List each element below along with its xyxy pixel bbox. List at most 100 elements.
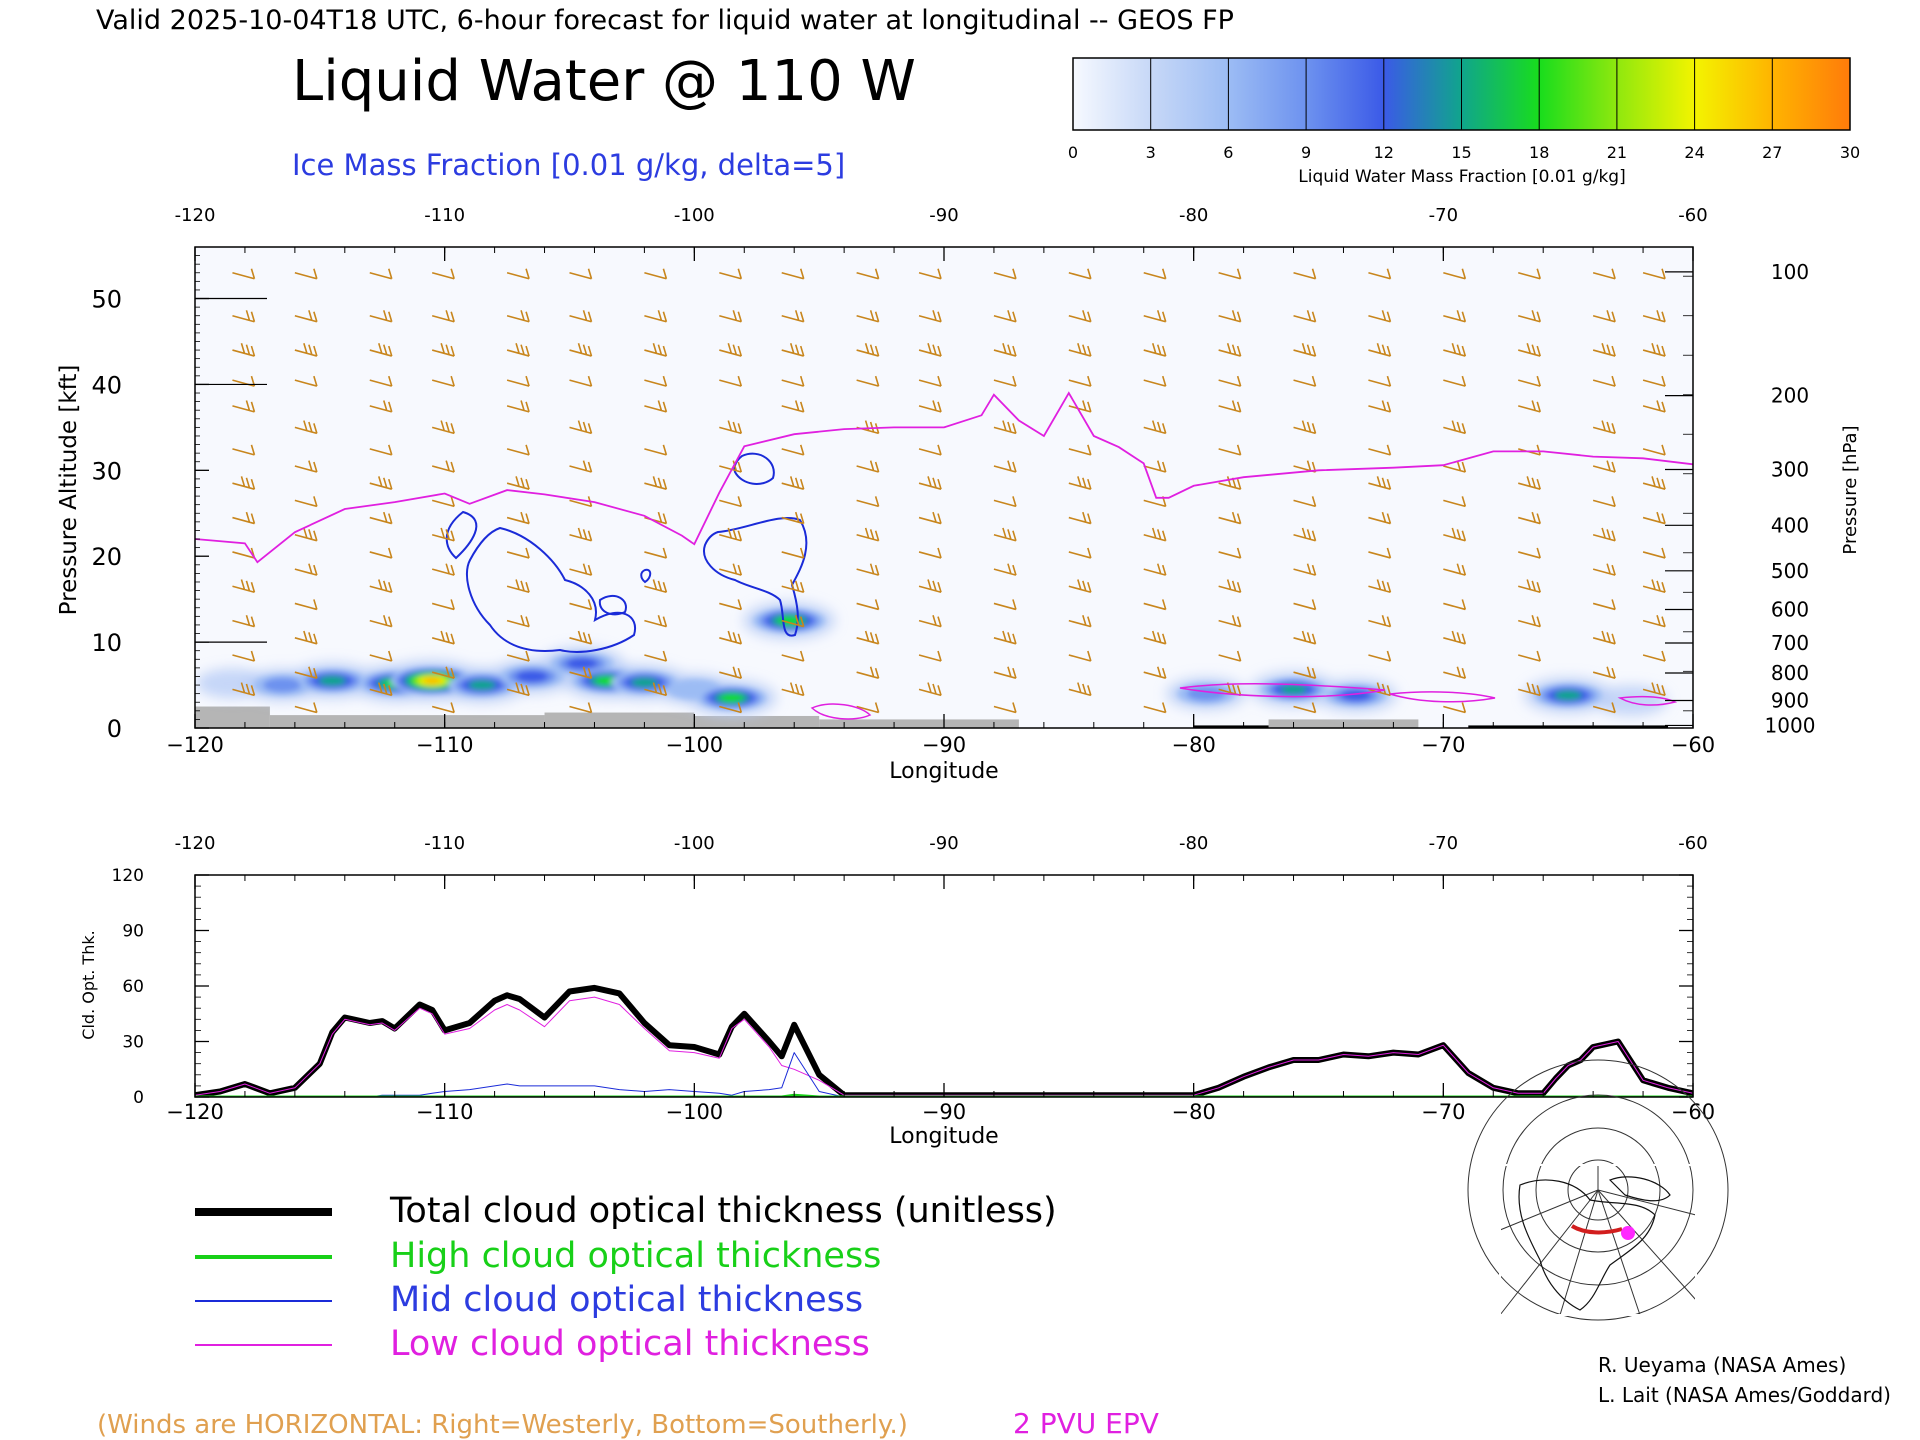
wind-barb — [369, 615, 393, 628]
colorbar-label: Liquid Water Mass Fraction [0.01 g/kg] — [1298, 167, 1625, 187]
wind-barb — [369, 343, 393, 357]
wind-barb — [1143, 666, 1167, 679]
wind-barb — [644, 615, 668, 628]
colorbar-tick-label: 0 — [1068, 143, 1078, 162]
subtitle: Ice Mass Fraction [0.01 g/kg, delta=5] — [292, 148, 845, 182]
wind-barb — [1218, 579, 1242, 594]
main-x-tick-label: −70 — [1421, 733, 1465, 757]
wind-barb — [506, 268, 530, 280]
wind-barb — [918, 476, 942, 490]
wind-barb — [294, 460, 318, 473]
wind-barb — [644, 268, 668, 280]
wind-barb — [506, 400, 530, 413]
wind-barb — [781, 511, 805, 525]
wind-barb — [232, 310, 256, 323]
main-x-top-tick-label: -80 — [1179, 205, 1208, 226]
lower-x-top-tick-label: -70 — [1429, 833, 1458, 854]
main-pressure-tick-label: 200 — [1771, 384, 1809, 408]
main-plot-background — [195, 247, 1693, 728]
optical-thickness-panel: −120 -120 −110 -110 −100 -100 −90 -90 −80 -80 −70 -… — [112, 833, 1716, 1124]
main-y-tick-label: 20 — [91, 543, 122, 571]
liquid-water-blob — [1280, 684, 1307, 695]
wind-barb — [569, 527, 593, 542]
wind-barb — [569, 375, 593, 387]
main-x-top-tick-label: -60 — [1678, 205, 1707, 226]
wind-barb — [781, 682, 805, 697]
lower-x-top-tick-label: -90 — [929, 833, 958, 854]
wind-barb — [1642, 400, 1666, 413]
wind-barb — [431, 666, 455, 679]
main-title: Liquid Water @ 110 W — [292, 49, 916, 114]
wind-barb — [232, 343, 256, 357]
main-x-top-tick-label: -90 — [929, 205, 958, 226]
wind-barb — [369, 476, 393, 490]
wind-barb — [719, 496, 743, 508]
wind-barb — [1518, 547, 1541, 559]
wind-barb — [1368, 268, 1392, 280]
main-pressure-tick-label: 600 — [1771, 597, 1809, 621]
main-x-tick-label: −90 — [922, 733, 966, 757]
legend-low-label: Low cloud optical thickness — [390, 1324, 870, 1364]
epv-low-contour-3 — [1389, 691, 1496, 703]
ice-contour-inner — [598, 594, 627, 616]
wind-barb — [1368, 682, 1392, 697]
wind-barb — [1218, 400, 1242, 413]
wind-barb — [1592, 343, 1616, 357]
wind-barb — [993, 310, 1017, 323]
wind-barb — [1143, 420, 1167, 435]
wind-barb — [232, 444, 256, 456]
wind-barb — [506, 650, 530, 662]
wind-barb — [1143, 630, 1167, 645]
liquid-water-blob — [318, 675, 346, 686]
main-y-tick-label: 40 — [91, 371, 122, 399]
wind-barb — [918, 615, 942, 628]
lower-x-top-tick-label: -120 — [175, 833, 216, 854]
wind-barb — [993, 599, 1017, 611]
wind-barb — [918, 579, 942, 594]
wind-barb — [1293, 666, 1317, 679]
wind-barb — [431, 527, 455, 542]
legend-total-label: Total cloud optical thickness (unitless) — [389, 1191, 1057, 1231]
wind-barb — [993, 496, 1017, 508]
wind-barb — [232, 682, 256, 697]
wind-barb — [1143, 527, 1167, 542]
wind-barb — [1642, 579, 1666, 594]
wind-barb — [1293, 310, 1317, 323]
wind-barb — [294, 599, 318, 611]
wind-barb — [1143, 375, 1167, 387]
main-y-axis-label: Pressure Altitude [kft] — [56, 365, 82, 616]
wind-barb — [1293, 420, 1317, 435]
terrain-block — [819, 719, 1019, 728]
wind-barb — [1293, 630, 1317, 645]
main-y-tick-label: 30 — [91, 457, 122, 485]
wind-barb — [569, 563, 593, 576]
wind-barb — [856, 460, 880, 473]
terrain-block — [544, 712, 695, 728]
wind-barb — [1293, 599, 1317, 611]
wind-barb — [644, 375, 668, 387]
wind-barb — [294, 563, 318, 576]
wind-barb — [294, 702, 318, 714]
wind-barb — [781, 650, 805, 662]
main-y-tick-label: 10 — [91, 629, 122, 657]
wind-barb — [294, 268, 318, 280]
wind-barb — [1642, 511, 1666, 525]
wind-barb — [294, 527, 318, 542]
wind-barb — [918, 444, 942, 456]
wind-barb — [993, 375, 1017, 387]
wind-barb — [369, 268, 393, 280]
wind-barb — [294, 666, 318, 679]
wind-barb — [1642, 444, 1666, 456]
wind-barb — [1518, 343, 1541, 357]
lower-x-axis-label: Longitude — [889, 1124, 998, 1149]
wind-barb — [719, 666, 743, 679]
wind-barb — [1368, 375, 1392, 387]
wind-barb — [719, 702, 743, 714]
wind-barb — [1218, 310, 1242, 323]
winds-note: (Winds are HORIZONTAL: Right=Westerly, B… — [97, 1410, 908, 1440]
liquid-water-blob — [720, 693, 744, 703]
wind-barb — [1068, 375, 1092, 387]
wind-barb — [506, 375, 530, 387]
wind-barb — [644, 579, 668, 594]
wind-barb — [1443, 496, 1467, 508]
